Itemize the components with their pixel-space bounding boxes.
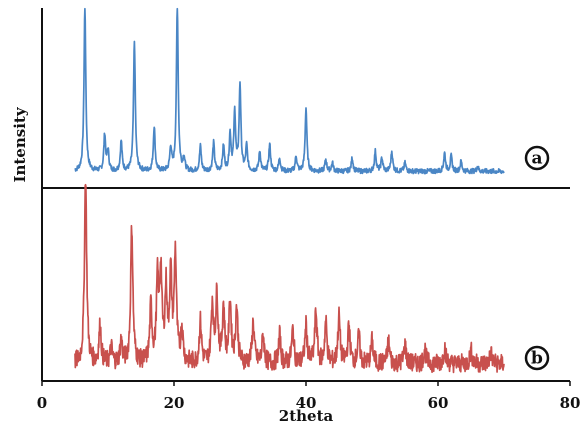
panels: ab xyxy=(74,7,550,374)
panel-b: b xyxy=(74,183,550,374)
panel-label-circle xyxy=(524,145,550,171)
panel-label-a: a xyxy=(531,149,542,169)
x-tick-label: 80 xyxy=(560,394,581,412)
x-tick-label: 20 xyxy=(164,394,185,412)
x-axis-title: 2theta xyxy=(279,407,334,425)
x-axis: 0 20 40 60 80 2theta xyxy=(37,380,581,425)
x-tick-label: 60 xyxy=(428,394,449,412)
panel-a: a xyxy=(74,7,550,175)
y-axis-title: Intensity xyxy=(11,106,29,182)
series-line-b xyxy=(74,183,505,374)
y-axis: Intensity xyxy=(11,8,43,381)
panel-label-b: b xyxy=(531,349,543,369)
x-tick-label: 40 xyxy=(296,394,317,412)
panel-label-circle xyxy=(524,345,550,371)
series-line-a xyxy=(74,7,505,175)
x-ticks: 0 20 40 60 80 xyxy=(37,381,581,412)
x-tick-label: 0 xyxy=(37,394,47,412)
